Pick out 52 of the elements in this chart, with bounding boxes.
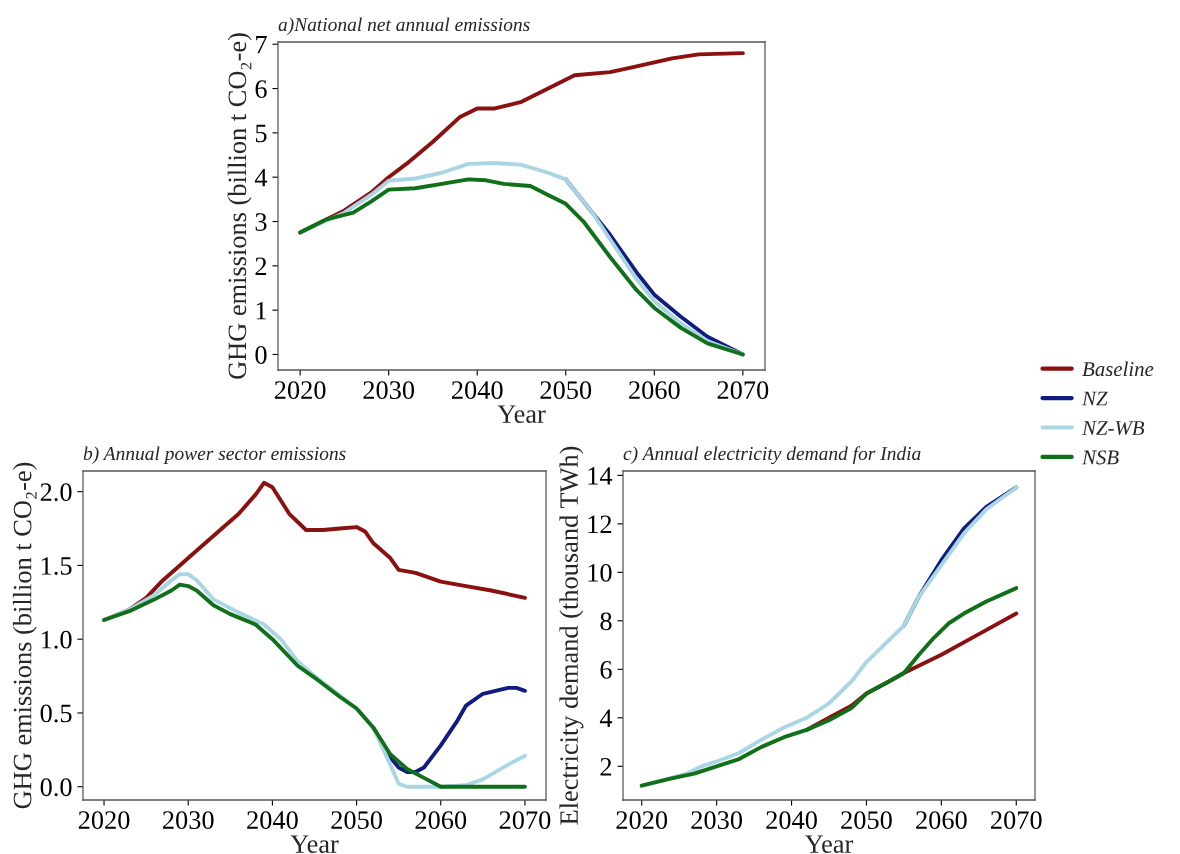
y-tick-label: 0.0 bbox=[40, 778, 72, 797]
y-tick-label: 0.5 bbox=[40, 704, 72, 723]
x-tick-label: 2070 bbox=[499, 811, 551, 829]
x-tick-label: 2050 bbox=[540, 381, 592, 399]
y-tick-label: 7 bbox=[256, 36, 267, 54]
x-tick-label: 2060 bbox=[629, 381, 680, 399]
y-tick-label: 2 bbox=[255, 257, 267, 275]
y-axis-title: Electricity demand (thousand TWh) bbox=[559, 446, 584, 825]
chart-title: b) Annual power sector emissions bbox=[83, 446, 346, 465]
x-tick-label: 2050 bbox=[841, 811, 892, 829]
y-tick-label: 4 bbox=[599, 709, 613, 727]
y-tick-label: 6 bbox=[600, 661, 612, 679]
y-tick-label: 1.5 bbox=[41, 557, 72, 575]
x-tick-label: 2040 bbox=[452, 381, 503, 399]
x-tick-label: 2030 bbox=[163, 811, 214, 829]
y-tick-label: 6 bbox=[255, 80, 267, 98]
chart-title: a)National net annual emissions bbox=[278, 17, 530, 36]
y-tick-label: 5 bbox=[255, 124, 267, 143]
x-tick-label: 2070 bbox=[991, 811, 1042, 829]
y-tick-label: 3 bbox=[255, 213, 267, 231]
x-axis-title: Year bbox=[497, 405, 546, 423]
x-tick-label: 2030 bbox=[691, 811, 743, 829]
x-tick-label: 2050 bbox=[331, 811, 382, 829]
x-tick-label: 2070 bbox=[717, 381, 769, 399]
x-tick-label: 2060 bbox=[916, 811, 967, 829]
legend-label: NZ bbox=[1081, 391, 1108, 406]
line-series bbox=[639, 586, 1019, 788]
chart-title: c) Annual electricity demand for India bbox=[623, 446, 921, 465]
y-axis-title: GHG emissions (billion t CO₂-e) bbox=[227, 33, 252, 379]
y-tick-label: 2 bbox=[600, 757, 612, 776]
y-tick-label: 2.0 bbox=[40, 483, 72, 502]
y-tick-label: 1.0 bbox=[41, 630, 72, 649]
y-tick-label: 12 bbox=[588, 515, 612, 534]
y-tick-label: 10 bbox=[588, 563, 612, 582]
y-tick-label: 4 bbox=[254, 168, 268, 187]
x-tick-label: 2020 bbox=[78, 811, 130, 829]
legend-label: Baseline bbox=[1082, 361, 1154, 377]
x-axis-title: Year bbox=[804, 835, 854, 853]
y-tick-label: 0 bbox=[255, 346, 267, 364]
y-tick-label: 1 bbox=[256, 301, 266, 320]
y-tick-label: 14 bbox=[588, 467, 613, 485]
y-axis-title: GHG emissions (billion t CO₂-e) bbox=[12, 462, 37, 809]
x-tick-label: 2040 bbox=[766, 811, 817, 829]
x-tick-label: 2040 bbox=[247, 811, 298, 829]
x-tick-label: 2030 bbox=[363, 381, 415, 399]
x-tick-label: 2060 bbox=[415, 811, 467, 829]
x-tick-label: 2020 bbox=[616, 811, 668, 829]
x-tick-label: 2020 bbox=[274, 381, 326, 399]
y-tick-label: 8 bbox=[600, 612, 612, 631]
x-axis-title: Year bbox=[290, 835, 339, 853]
legend-label: NSB bbox=[1081, 450, 1119, 465]
legend-label: NZ-WB bbox=[1081, 421, 1145, 436]
